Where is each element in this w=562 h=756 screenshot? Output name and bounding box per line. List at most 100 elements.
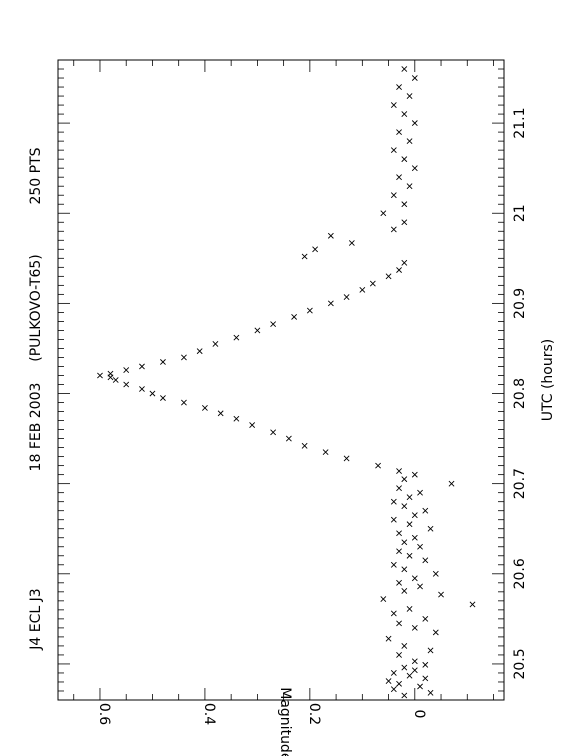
data-point [160,395,166,401]
data-point [406,672,413,679]
data-point [438,591,444,598]
y-tick-label: 0.6 [96,703,112,725]
y-tick-label: 0.2 [306,703,322,725]
data-point [401,66,408,72]
data-point [390,670,397,676]
data-point [270,429,277,436]
data-point [390,226,397,233]
data-point [427,647,434,654]
data-point [401,156,408,163]
data-point [112,377,119,383]
data-point [396,485,402,492]
data-point [401,259,408,266]
data-point [181,399,187,406]
data-point [343,455,350,462]
data-point [233,415,240,422]
data-point [396,530,402,537]
data-point [327,232,334,239]
y-tick-label: 0 [411,710,427,719]
data-point [123,381,130,388]
data-point [401,664,408,671]
data-point [401,539,408,546]
title-object: J4 ECL J3 [28,588,44,650]
data-point [406,494,413,501]
data-point [411,658,418,665]
data-point [417,683,423,690]
y-tick-label: 0.4 [201,703,217,725]
title-observatory: (PULKOVO-T65) [28,254,44,361]
data-point [422,507,429,514]
data-point [411,120,418,127]
data-point [401,503,408,510]
data-point [390,102,397,108]
data-point [212,341,219,347]
data-point [254,327,261,334]
x-tick-label: 20.5 [512,648,528,679]
data-point [107,370,114,377]
data-point [301,442,308,449]
data-point [375,462,381,469]
data-point [285,435,292,442]
x-tick-label: 20.7 [512,468,528,499]
x-tick-label: 20.9 [512,288,528,319]
data-point [385,635,392,642]
y-axis-label: Magnitudes [277,687,293,756]
data-point [217,410,224,417]
data-point [385,273,392,280]
data-point [390,192,397,199]
data-point [401,692,408,699]
data-point [396,680,402,687]
data-point [401,588,408,594]
data-point [422,661,429,668]
x-tick-label: 20.6 [512,558,528,589]
data-point [139,363,145,370]
data-point [411,471,418,478]
data-point [422,557,429,564]
data-point [181,354,187,361]
data-point [390,147,397,154]
data-point [270,321,277,328]
data-point [327,300,334,307]
data-point [411,75,418,81]
data-point [422,615,429,622]
data-point [427,525,434,532]
x-tick-label: 20.8 [512,378,528,409]
data-point [396,579,402,586]
data-point [301,253,308,260]
data-point [359,286,366,293]
x-tick-label: 21 [512,204,528,222]
data-point [422,675,429,682]
data-point [401,111,408,118]
data-point [396,174,402,181]
data-point [396,468,402,474]
data-point [401,219,408,226]
data-point [343,294,350,300]
data-point [396,548,402,555]
data-point [385,678,392,684]
data-point [201,405,208,411]
data-point [448,480,455,487]
data-point [369,280,376,287]
data-point [390,516,397,523]
data-point [348,240,355,246]
data-point [406,138,413,145]
data-point [411,165,418,172]
data-point [406,521,413,528]
data-point [427,689,434,696]
data-point [401,201,408,208]
data-point [406,606,413,612]
data-point [380,210,387,217]
data-point [312,246,319,253]
data-point [390,498,397,505]
data-point [123,367,130,374]
data-point [139,386,145,392]
data-point [406,93,413,99]
data-point [196,348,203,355]
data-point [97,372,103,379]
data-point [396,620,402,627]
data-point [233,334,240,341]
data-point [417,583,423,590]
x-axis-label: UTC (hours) [540,339,556,422]
data-point [411,534,418,541]
data-point [401,566,408,573]
